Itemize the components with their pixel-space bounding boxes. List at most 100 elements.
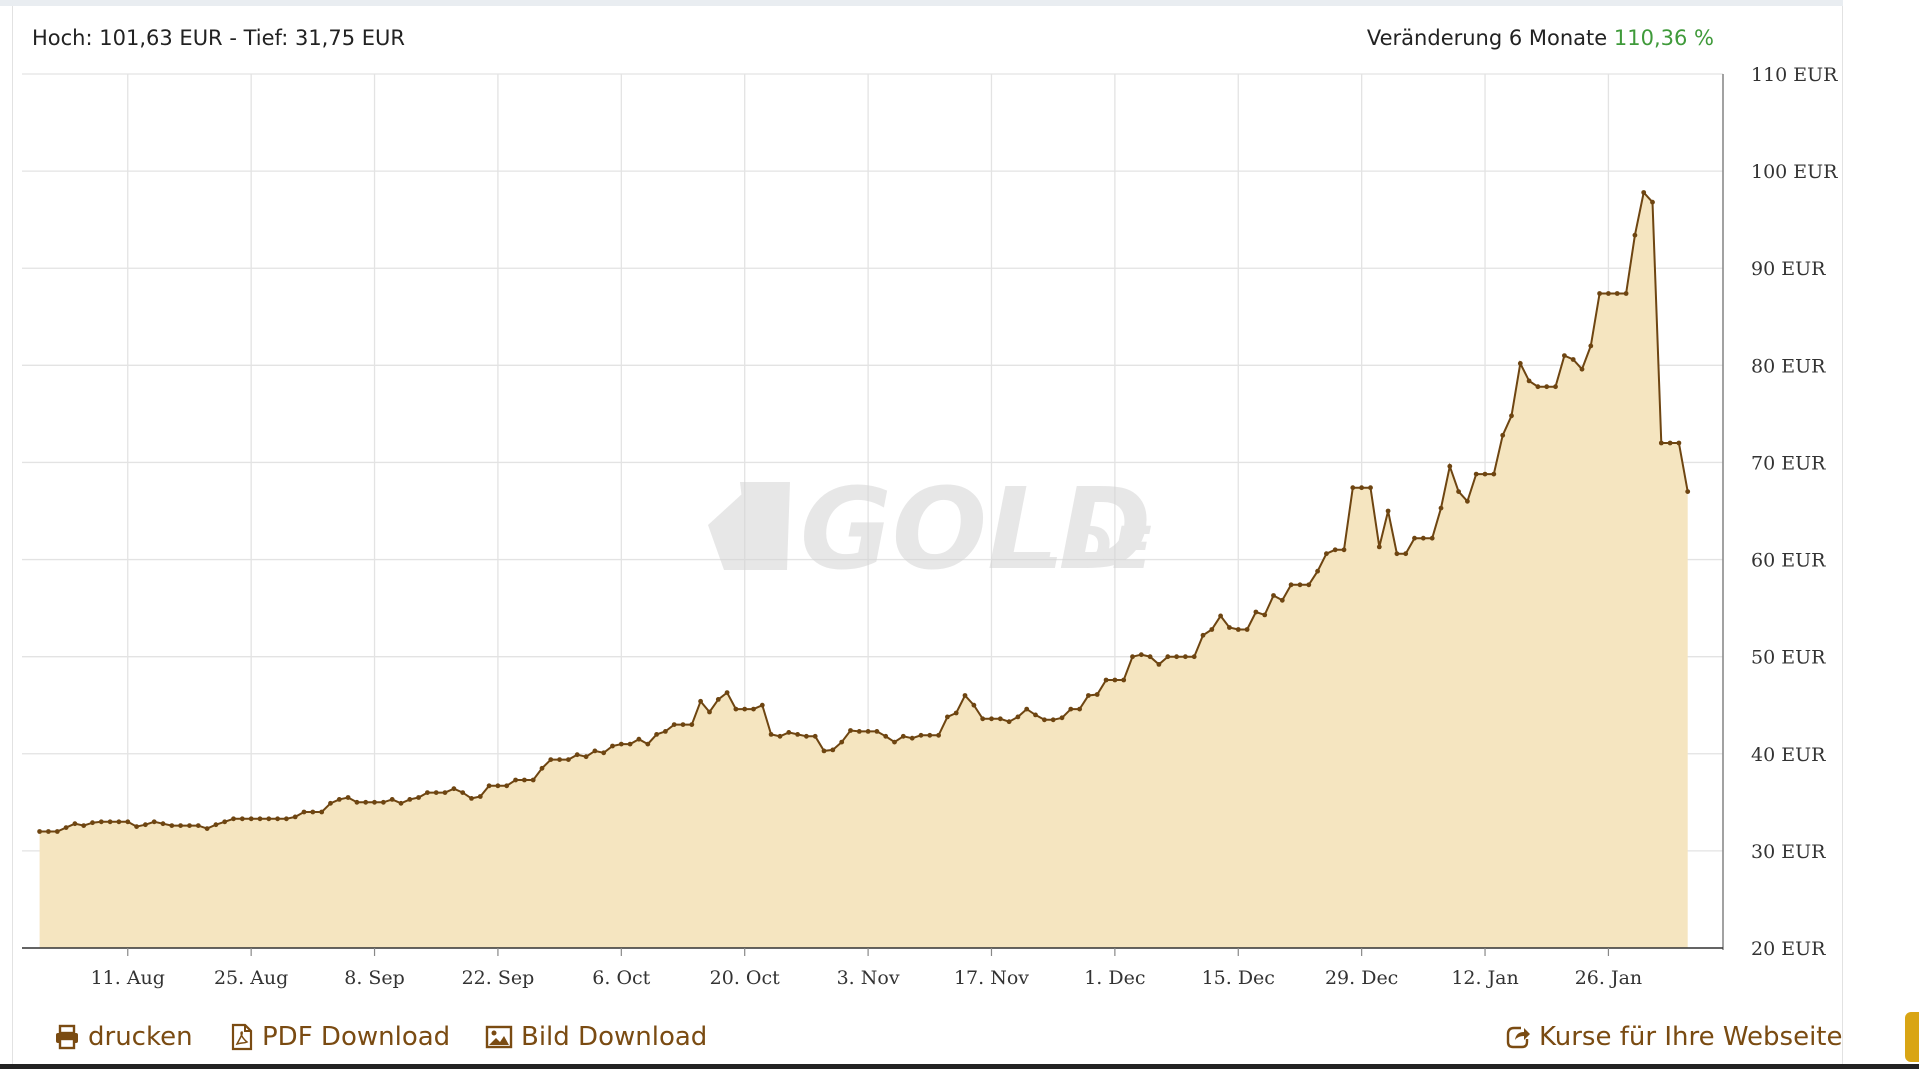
- price-point: [178, 823, 184, 828]
- price-point: [1473, 471, 1479, 477]
- price-point: [1456, 489, 1461, 494]
- price-point: [1315, 568, 1320, 574]
- price-point: [848, 728, 853, 733]
- high-label: Hoch:: [32, 26, 93, 50]
- price-point: [865, 729, 871, 734]
- price-point: [1403, 551, 1409, 557]
- price-point: [1526, 378, 1532, 384]
- price-point: [671, 722, 677, 727]
- change-label: Veränderung 6 Monate: [1366, 26, 1608, 50]
- price-point: [936, 732, 941, 738]
- bottom-border: [0, 1064, 1919, 1069]
- price-point: [980, 716, 986, 722]
- price-point: [1297, 582, 1303, 588]
- price-point: [125, 819, 131, 825]
- chart-footer: drucken PDF Download Bild Download Kurse…: [0, 1022, 1843, 1062]
- price-point: [231, 816, 236, 822]
- price-point: [636, 736, 642, 742]
- pdf-file-icon: [231, 1023, 253, 1051]
- price-point: [310, 809, 316, 815]
- price-point: [1103, 677, 1109, 683]
- y-tick-label: 110 EUR: [1751, 64, 1838, 86]
- price-point: [90, 820, 95, 826]
- low-label: Tief:: [243, 26, 289, 50]
- price-point: [1235, 627, 1241, 632]
- price-point: [1368, 485, 1373, 491]
- price-point: [618, 741, 624, 747]
- price-point: [1332, 547, 1338, 553]
- embed-rates-label: Kurse für Ihre Webseite: [1539, 1022, 1843, 1052]
- price-point: [574, 752, 580, 758]
- price-point: [698, 698, 703, 704]
- price-point: [1165, 654, 1171, 660]
- separator: -: [229, 26, 237, 50]
- embed-rates-button[interactable]: Kurse für Ihre Webseite: [1505, 1022, 1842, 1052]
- printer-icon: [56, 1024, 78, 1050]
- price-point: [715, 697, 721, 702]
- pdf-download-button[interactable]: PDF Download: [230, 1022, 450, 1052]
- watermark-suffix: .DE: [1042, 514, 1152, 582]
- image-download-button[interactable]: Bild Download: [485, 1022, 707, 1052]
- price-point: [892, 739, 897, 745]
- price-point: [1509, 413, 1514, 419]
- y-tick-label: 80 EUR: [1751, 355, 1826, 377]
- price-point: [504, 783, 510, 789]
- watermark-text: GOLD: [800, 465, 1151, 595]
- price-point: [1271, 593, 1276, 598]
- price-point: [786, 730, 792, 735]
- price-point: [874, 729, 880, 734]
- price-point: [442, 790, 448, 795]
- price-point: [1667, 440, 1673, 446]
- price-point: [1015, 714, 1021, 720]
- price-point: [381, 799, 386, 805]
- price-point: [900, 733, 906, 739]
- price-point: [680, 722, 686, 727]
- price-point: [1262, 612, 1268, 618]
- watermark-logo-mark: [708, 482, 790, 570]
- price-point: [451, 786, 457, 792]
- price-point: [54, 829, 60, 834]
- page-margin: [1843, 0, 1919, 1069]
- high-value: 101,63 EUR: [99, 26, 223, 50]
- price-point: [213, 822, 219, 828]
- price-point: [1650, 199, 1655, 205]
- change-value: 110,36 %: [1613, 26, 1714, 50]
- print-button[interactable]: drucken: [54, 1022, 193, 1052]
- price-point: [275, 816, 280, 822]
- price-point: [654, 732, 659, 737]
- side-tab[interactable]: [1905, 1012, 1919, 1062]
- price-point: [222, 819, 228, 825]
- price-point: [548, 757, 554, 762]
- price-point: [1420, 535, 1426, 541]
- price-point: [759, 702, 765, 708]
- y-tick-label: 20 EUR: [1751, 938, 1826, 960]
- price-point: [918, 732, 924, 738]
- price-point: [363, 799, 369, 805]
- x-axis-labels: 11. Aug 25. Aug 8. Sep 22. Sep 6. Oct 20. Oct…: [91, 948, 1642, 989]
- price-point: [989, 716, 994, 722]
- price-point: [1006, 719, 1012, 725]
- price-point: [239, 816, 245, 822]
- price-point: [143, 822, 148, 828]
- price-point: [522, 777, 527, 783]
- price-points: [37, 190, 1691, 834]
- price-point: [204, 826, 210, 831]
- x-tick-label: 1. Dec: [1084, 967, 1145, 989]
- price-point: [98, 819, 104, 825]
- x-tick-label: 11. Aug: [91, 967, 165, 989]
- x-tick-label: 25. Aug: [214, 967, 288, 989]
- price-point: [1253, 609, 1259, 615]
- price-point: [1562, 353, 1567, 358]
- price-point: [1059, 715, 1065, 721]
- price-point: [284, 816, 289, 822]
- price-point: [856, 729, 862, 734]
- price-point: [530, 777, 536, 783]
- price-point: [1042, 717, 1047, 723]
- price-point: [777, 733, 783, 739]
- price-point: [1350, 485, 1356, 491]
- price-point: [1112, 677, 1118, 683]
- price-point: [1632, 232, 1638, 238]
- price-point: [389, 797, 395, 802]
- price-point: [1641, 190, 1647, 195]
- price-point: [1606, 291, 1611, 296]
